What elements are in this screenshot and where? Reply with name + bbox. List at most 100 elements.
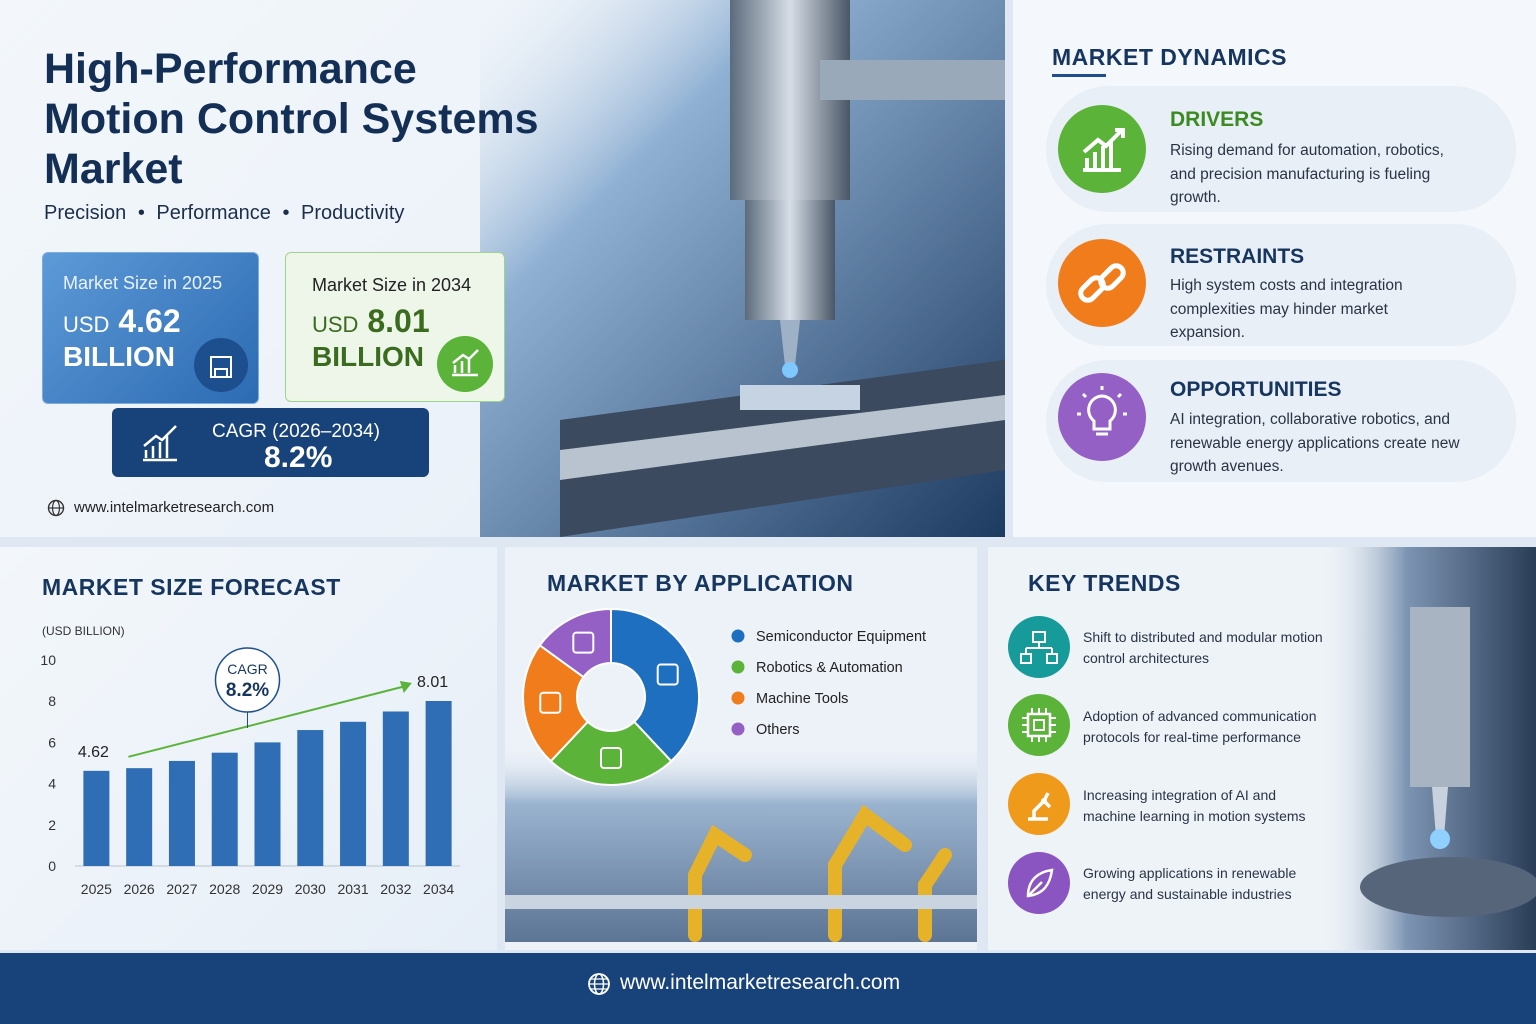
legend-label: Robotics & Automation — [756, 660, 903, 676]
cagr-icon — [143, 425, 177, 462]
bar — [254, 742, 281, 866]
x-tick-label: 2032 — [380, 881, 411, 897]
legend-swatch — [731, 660, 745, 674]
stat-card: Market Size in 2025 USD 4.62 BILLION — [42, 252, 259, 404]
tagline-word: Performance — [156, 202, 271, 224]
y-tick-label: 2 — [48, 817, 56, 833]
cagr-label: CAGR (2026–2034) — [212, 421, 380, 442]
stat-currency: USD — [63, 312, 110, 337]
legend-label: Machine Tools — [756, 691, 848, 707]
bar — [382, 711, 409, 866]
donut-chart: Semiconductor Equipment Robotics & Automa… — [522, 607, 926, 786]
segment-icon — [572, 631, 595, 654]
arrow-head — [399, 680, 412, 693]
stat-icon — [437, 336, 493, 392]
footer-website: www.intelmarketresearch.com — [620, 971, 901, 994]
dynamic-title: RESTRAINTS — [1170, 245, 1305, 268]
donut-segment — [610, 607, 700, 763]
tagline-word: Productivity — [301, 202, 405, 224]
dynamic-text: AI integration, collaborative robotics, … — [1170, 411, 1460, 475]
donut-segment — [522, 643, 590, 763]
cagr-value: 8.2% — [264, 441, 333, 474]
stat-icon — [194, 338, 248, 392]
x-tick-label: 2034 — [423, 881, 454, 897]
opportunities-icon — [1058, 373, 1146, 461]
trend-text: Increasing integration of AI and machine… — [1083, 787, 1306, 824]
dynamic-text: High system costs and integration comple… — [1170, 277, 1403, 341]
restraints-icon — [1058, 239, 1146, 327]
y-tick-label: 0 — [48, 858, 56, 874]
dynamic-title: OPPORTUNITIES — [1170, 378, 1342, 401]
spindle-image — [1320, 547, 1536, 950]
legend-label: Semiconductor Equipment — [756, 629, 926, 645]
stat-value: 4.62 — [118, 303, 181, 339]
segment-icon — [656, 663, 679, 686]
y-tick-label: 4 — [48, 776, 56, 792]
axis-label: (USD BILLION) — [42, 624, 125, 638]
section-title: MARKET DYNAMICS — [1052, 44, 1287, 70]
donut-segment — [538, 607, 612, 679]
stat-label: Market Size in 2025 — [63, 273, 223, 293]
section-title: KEY TRENDS — [1028, 570, 1181, 596]
legend-swatch — [731, 629, 745, 643]
tagline-word: Precision — [44, 202, 127, 224]
bar — [126, 768, 153, 866]
bar — [340, 721, 367, 866]
stat-value: 8.01 — [367, 303, 430, 339]
x-tick-label: 2030 — [295, 881, 326, 897]
footer — [0, 953, 1536, 1024]
stat-unit: BILLION — [63, 341, 175, 372]
bar — [168, 760, 195, 866]
section-title: MARKET SIZE FORECAST — [42, 574, 341, 600]
legend-label: Others — [756, 722, 800, 738]
bar — [425, 700, 452, 866]
globe-icon — [588, 973, 610, 995]
donut-segment — [549, 720, 673, 786]
dynamic-title: DRIVERS — [1170, 108, 1264, 131]
x-tick-label: 2031 — [337, 881, 368, 897]
annotation-label: CAGR — [227, 661, 267, 677]
x-tick-label: 2028 — [209, 881, 240, 897]
bar — [297, 730, 324, 866]
data-label: 4.62 — [78, 744, 109, 761]
stat-card: Market Size in 2034 USD 8.01 BILLION — [285, 252, 505, 402]
annotation-value: 8.2% — [226, 680, 269, 701]
title-line: Motion Control Systems — [44, 95, 539, 143]
trend-icon — [1008, 694, 1070, 756]
title-line: Market — [44, 145, 183, 193]
title-line: High-Performance — [44, 45, 417, 93]
segment-icon — [539, 691, 562, 714]
website: www.intelmarketresearch.com — [74, 499, 275, 516]
trend-text: Growing applications in renewable energy… — [1083, 865, 1297, 902]
x-tick-label: 2027 — [166, 881, 197, 897]
y-tick-label: 8 — [48, 693, 56, 709]
data-label: 8.01 — [417, 674, 448, 691]
machine-image — [480, 0, 1005, 537]
bar-chart: (USD BILLION) 0 2 4 6 8 10 2025 4.62 2026 2027 2028… — [40, 624, 460, 897]
trend-icon — [1008, 773, 1070, 835]
trend-icon — [1008, 616, 1070, 678]
title-underline — [1052, 74, 1106, 77]
tagline: Precision • Performance • Productivity — [44, 202, 405, 224]
x-tick-label: 2026 — [124, 881, 155, 897]
trend-text: Shift to distributed and modular motion … — [1083, 629, 1323, 666]
stat-currency: USD — [312, 312, 359, 337]
title: High-Performance Motion Control Systems … — [44, 44, 539, 194]
stat-unit: BILLION — [312, 341, 424, 372]
legend-swatch — [731, 691, 745, 705]
y-tick-label: 6 — [48, 734, 56, 750]
x-tick-label: 2025 — [81, 881, 112, 897]
forecast-panel — [0, 547, 497, 950]
segment-icon — [600, 747, 622, 769]
bar — [83, 770, 110, 866]
x-tick-label: 2029 — [252, 881, 283, 897]
trend-arrow — [128, 685, 407, 758]
y-tick-label: 10 — [40, 652, 56, 668]
section-title: MARKET BY APPLICATION — [547, 570, 854, 596]
dynamic-text: Rising demand for automation, robotics, … — [1170, 142, 1444, 206]
trend-icon — [1008, 852, 1070, 914]
trend-text: Adoption of advanced communication proto… — [1083, 708, 1317, 745]
bar — [211, 752, 238, 866]
legend-swatch — [731, 722, 745, 736]
